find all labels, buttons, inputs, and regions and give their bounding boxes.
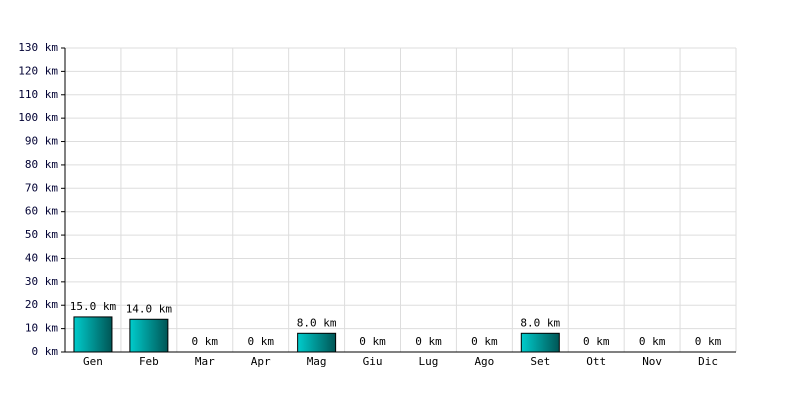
value-label: 0 km	[415, 335, 442, 348]
value-label: 0 km	[695, 335, 722, 348]
x-tick-label: Mar	[195, 355, 215, 368]
value-label: 0 km	[359, 335, 386, 348]
y-tick-label: 80 km	[25, 158, 58, 171]
y-tick-label: 50 km	[25, 228, 58, 241]
value-label: 8.0 km	[520, 316, 560, 329]
y-tick-label: 20 km	[25, 298, 58, 311]
y-tick-label: 60 km	[25, 205, 58, 218]
y-tick-label: 90 km	[25, 135, 58, 148]
bar	[297, 332, 337, 353]
x-tick-label: Feb	[139, 355, 159, 368]
y-tick-label: 30 km	[25, 275, 58, 288]
value-label: 14.0 km	[126, 302, 173, 315]
x-tick-label: Ott	[586, 355, 606, 368]
value-label: 0 km	[639, 335, 666, 348]
bar	[520, 332, 560, 353]
bar	[73, 316, 113, 353]
x-tick-label: Set	[530, 355, 550, 368]
value-label: 15.0 km	[70, 300, 117, 313]
value-label: 0 km	[471, 335, 498, 348]
x-tick-label: Ago	[474, 355, 494, 368]
value-label: 0 km	[192, 335, 219, 348]
value-label: 0 km	[583, 335, 610, 348]
y-tick-label: 130 km	[18, 41, 58, 54]
value-label: 8.0 km	[297, 316, 337, 329]
x-tick-label: Mag	[307, 355, 327, 368]
y-tick-label: 100 km	[18, 111, 58, 124]
x-tick-label: Nov	[642, 355, 662, 368]
x-tick-label: Giu	[363, 355, 383, 368]
y-tick-label: 40 km	[25, 251, 58, 264]
x-tick-label: Gen	[83, 355, 103, 368]
y-tick-label: 10 km	[25, 322, 58, 335]
value-label: 0 km	[247, 335, 274, 348]
y-tick-label: 120 km	[18, 64, 58, 77]
y-tick-label: 0 km	[32, 345, 59, 358]
y-tick-label: 110 km	[18, 88, 58, 101]
y-tick-label: 70 km	[25, 181, 58, 194]
x-tick-label: Lug	[419, 355, 439, 368]
bar	[129, 318, 169, 353]
x-tick-label: Dic	[698, 355, 718, 368]
x-tick-label: Apr	[251, 355, 271, 368]
